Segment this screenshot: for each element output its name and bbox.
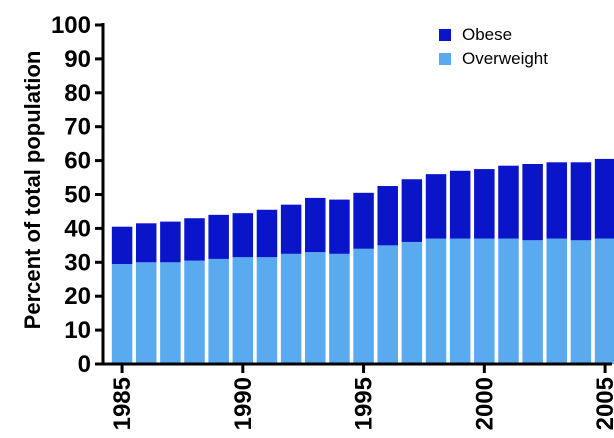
x-tick-label-1990: 1990 (230, 377, 257, 430)
bar-overweight-2002 (522, 240, 543, 364)
bar-overweight-1988 (184, 260, 205, 364)
bar-obese-1996 (377, 186, 398, 246)
bar-obese-2003 (546, 162, 568, 239)
bar-obese-2002 (522, 163, 543, 241)
bar-overweight-1990 (232, 257, 254, 364)
bars-group (111, 158, 614, 364)
bar-obese-2001 (498, 165, 519, 239)
legend-swatch-overweight (439, 53, 451, 65)
bar-obese-1988 (184, 218, 205, 261)
x-tick-label-2000: 2000 (471, 377, 498, 430)
bar-overweight-1985 (111, 264, 133, 364)
bar-obese-1995 (353, 192, 374, 249)
bar-obese-1997 (401, 179, 423, 242)
bar-obese-1986 (135, 223, 157, 263)
bar-overweight-1991 (256, 257, 278, 364)
bar-obese-1990 (232, 213, 254, 258)
bar-overweight-1996 (377, 245, 398, 364)
bar-overweight-1993 (305, 252, 326, 364)
bar-overweight-1997 (401, 241, 423, 364)
bar-obese-1998 (425, 174, 447, 239)
legend-label-obese: Obese (462, 25, 512, 44)
y-axis-label: Percent of total population (20, 51, 45, 330)
bar-obese-1992 (280, 204, 302, 254)
bar-overweight-2003 (546, 238, 568, 364)
bar-obese-1999 (449, 170, 471, 239)
bar-obese-1989 (208, 214, 229, 259)
bar-overweight-2004 (570, 240, 592, 364)
bar-obese-2000 (474, 169, 495, 239)
y-tick-label-80: 80 (64, 80, 91, 107)
bar-obese-2005 (594, 158, 614, 239)
bar-obese-1985 (111, 226, 133, 264)
bar-obese-1993 (305, 197, 326, 253)
y-tick-label-20: 20 (64, 283, 91, 310)
bar-overweight-1989 (208, 258, 229, 364)
y-tick-label-100: 100 (51, 12, 91, 39)
y-tick-label-90: 90 (64, 46, 91, 73)
bar-overweight-1986 (135, 262, 157, 364)
bar-obese-1994 (329, 199, 350, 254)
legend-swatch-obese (439, 29, 451, 41)
y-tick-label-50: 50 (64, 182, 91, 209)
y-tick-label-60: 60 (64, 148, 91, 175)
bar-obese-2004 (570, 162, 592, 241)
legend: Obese Overweight (439, 25, 548, 68)
bar-overweight-2001 (498, 238, 519, 364)
legend-label-overweight: Overweight (462, 49, 548, 68)
bar-overweight-2000 (474, 238, 495, 364)
y-tick-label-0: 0 (78, 351, 91, 378)
bar-obese-1987 (160, 221, 181, 263)
bar-overweight-1999 (449, 238, 471, 364)
bar-overweight-2005 (594, 238, 614, 364)
x-tick-label-1995: 1995 (351, 377, 378, 430)
x-tick-label-1985: 1985 (109, 377, 136, 430)
bar-overweight-1987 (160, 262, 181, 364)
bar-overweight-1994 (329, 253, 350, 364)
bar-obese-1991 (256, 209, 278, 258)
y-tick-label-30: 30 (64, 249, 91, 276)
y-tick-label-10: 10 (64, 317, 91, 344)
bar-overweight-1998 (425, 238, 447, 364)
y-tick-label-70: 70 (64, 114, 91, 141)
bar-overweight-1992 (280, 253, 302, 364)
axes-group: 0 10 20 30 40 50 60 70 80 90 100 1985 1990 1995 2000 20… (51, 12, 614, 430)
bar-overweight-1995 (353, 248, 374, 364)
x-tick-label-2005: 2005 (592, 377, 614, 430)
y-tick-label-40: 40 (64, 215, 91, 242)
